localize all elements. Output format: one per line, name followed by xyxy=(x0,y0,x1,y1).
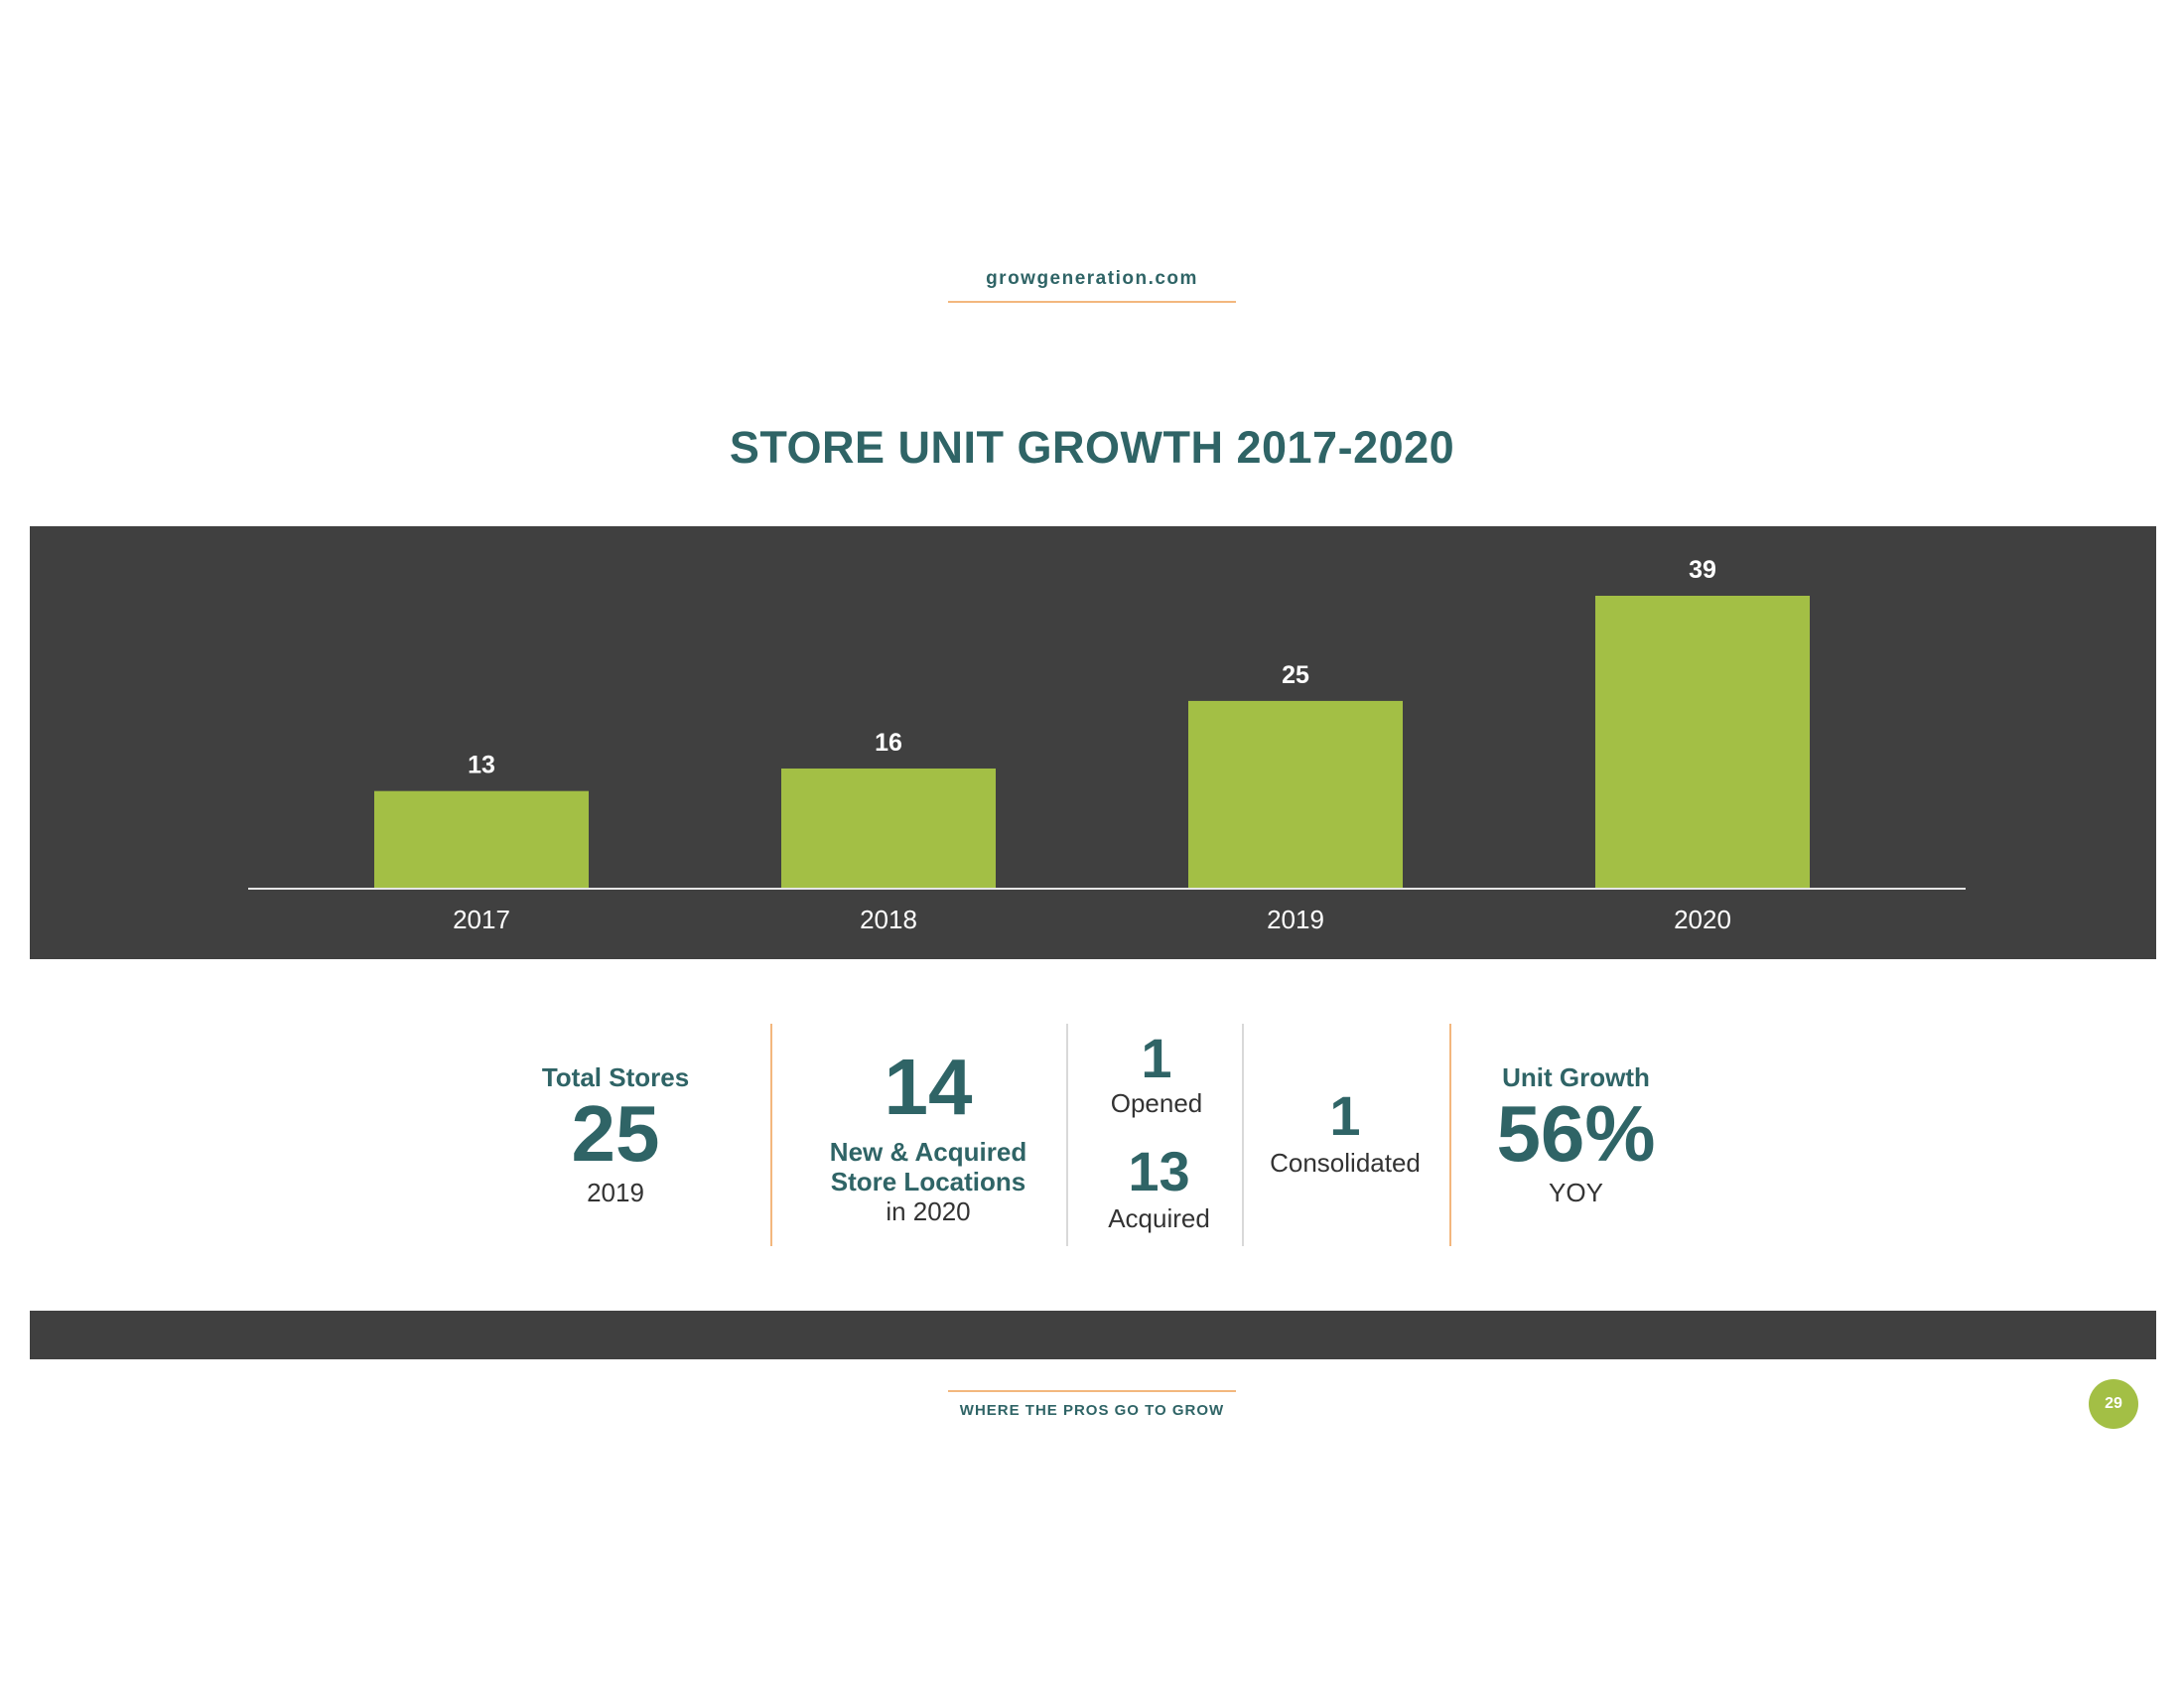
bar-2017 xyxy=(374,790,589,889)
site-url: growgeneration.com xyxy=(986,268,1198,289)
opened-stat: 1 Opened xyxy=(1087,1027,1226,1119)
unit-growth-sub: YOY xyxy=(1549,1178,1603,1207)
x-tick-2019: 2019 xyxy=(1267,905,1324,934)
footer-divider xyxy=(948,1390,1236,1392)
unit-growth-label: Unit Growth xyxy=(1502,1062,1650,1092)
data-label-2017: 13 xyxy=(468,752,495,779)
data-label-2019: 25 xyxy=(1282,661,1309,689)
unit-growth-value: 56% xyxy=(1496,1089,1656,1178)
opened-label: Opened xyxy=(1110,1088,1203,1118)
bar-2018 xyxy=(781,768,996,889)
x-tick-2020: 2020 xyxy=(1674,905,1731,934)
x-tick-2017: 2017 xyxy=(453,905,510,934)
consolidated-stat: 1 Consolidated xyxy=(1256,1084,1434,1179)
consolidated-value: 1 xyxy=(1329,1084,1361,1147)
bar-chart: 13 2017 16 2018 25 2019 39 2020 xyxy=(248,556,1966,934)
page-number-badge: 29 xyxy=(2089,1379,2138,1429)
total-stores-year: 2019 xyxy=(587,1178,644,1207)
new-locations-label-1: New & Acquired xyxy=(829,1137,1027,1167)
chart-panel: 13 2017 16 2018 25 2019 39 2020 xyxy=(30,526,2156,959)
acquired-value: 13 xyxy=(1128,1140,1190,1202)
tagline: WHERE THE PROS GO TO GROW xyxy=(959,1402,1225,1419)
footer-band xyxy=(30,1311,2156,1359)
acquired-stat: 13 Acquired xyxy=(1087,1140,1231,1234)
new-locations-label-2: Store Locations xyxy=(830,1167,1026,1196)
unit-growth-stat: Unit Growth 56% YOY xyxy=(1479,1062,1673,1207)
header-divider xyxy=(948,301,1236,303)
x-tick-2018: 2018 xyxy=(860,905,917,934)
bar-2020 xyxy=(1595,596,1810,889)
stat-divider xyxy=(1066,1024,1068,1246)
stat-divider xyxy=(770,1024,772,1246)
data-label-2020: 39 xyxy=(1689,556,1716,584)
stat-divider xyxy=(1242,1024,1244,1246)
acquired-label: Acquired xyxy=(1108,1203,1210,1233)
consolidated-label: Consolidated xyxy=(1270,1148,1421,1178)
total-stores-label: Total Stores xyxy=(541,1062,690,1092)
new-locations-value: 14 xyxy=(884,1043,973,1131)
bar-2019 xyxy=(1188,700,1403,889)
opened-value: 1 xyxy=(1141,1027,1172,1089)
total-stores-stat: Total Stores 25 2019 xyxy=(516,1062,715,1207)
stat-divider xyxy=(1449,1024,1451,1246)
new-locations-stat: 14 New & Acquired Store Locations in 202… xyxy=(804,1043,1052,1227)
data-label-2018: 16 xyxy=(875,729,902,757)
page-title: STORE UNIT GROWTH 2017-2020 xyxy=(729,422,1455,473)
new-locations-sub: in 2020 xyxy=(886,1196,971,1226)
total-stores-value: 25 xyxy=(571,1089,660,1178)
